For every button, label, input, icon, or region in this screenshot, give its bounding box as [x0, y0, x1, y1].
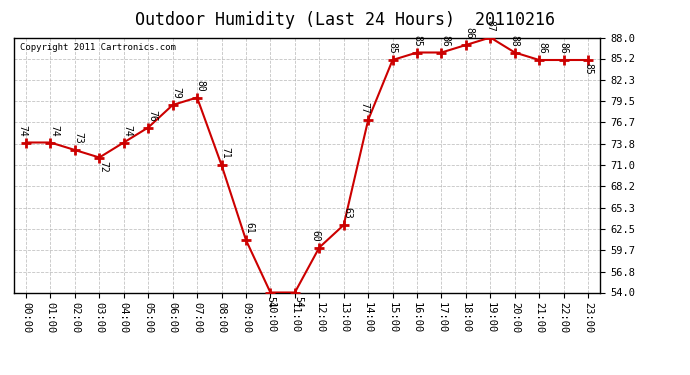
- Text: 74: 74: [122, 125, 132, 136]
- Text: 85: 85: [388, 42, 397, 54]
- Text: 72: 72: [98, 161, 108, 172]
- Text: 86: 86: [538, 42, 548, 54]
- Text: Outdoor Humidity (Last 24 Hours)  20110216: Outdoor Humidity (Last 24 Hours) 2011021…: [135, 11, 555, 29]
- Text: 54: 54: [266, 296, 275, 307]
- Text: 74: 74: [49, 125, 59, 136]
- Text: 60: 60: [310, 230, 321, 242]
- Text: 79: 79: [171, 87, 181, 99]
- Text: 86: 86: [464, 27, 475, 39]
- Text: 77: 77: [359, 102, 369, 114]
- Text: 73: 73: [74, 132, 83, 144]
- Text: 87: 87: [485, 20, 495, 32]
- Text: 80: 80: [196, 80, 206, 92]
- Text: 76: 76: [147, 110, 157, 122]
- Text: 71: 71: [220, 147, 230, 159]
- Text: 54: 54: [293, 296, 304, 307]
- Text: 74: 74: [17, 125, 28, 136]
- Text: 61: 61: [245, 222, 255, 234]
- Text: 85: 85: [583, 63, 593, 75]
- Text: 63: 63: [342, 207, 353, 219]
- Text: 86: 86: [559, 42, 569, 54]
- Text: 88: 88: [510, 35, 520, 46]
- Text: 85: 85: [412, 35, 422, 46]
- Text: Copyright 2011 Cartronics.com: Copyright 2011 Cartronics.com: [19, 43, 175, 52]
- Text: 86: 86: [440, 35, 450, 46]
